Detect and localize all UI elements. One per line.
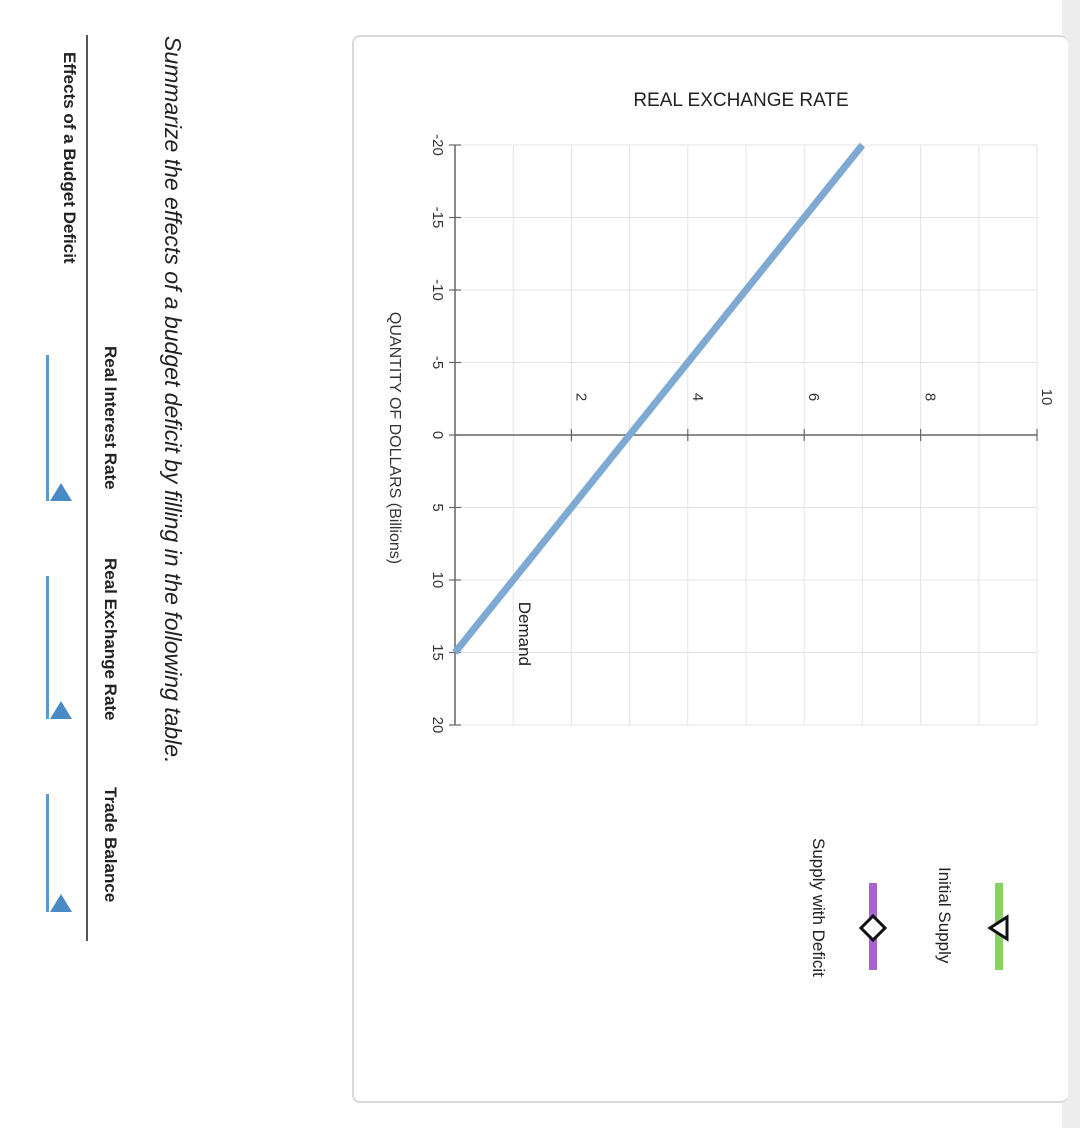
- column-label-real-exchange-rate: Real Exchange Rate: [101, 558, 120, 721]
- y-tick-label: 4: [689, 393, 706, 401]
- legend-label: Supply with Deficit: [809, 838, 828, 977]
- x-tick-label: 0: [429, 431, 446, 439]
- trade-balance-dropdown[interactable]: [46, 794, 72, 912]
- chart-title: REAL EXCHANGE RATE: [633, 90, 848, 111]
- x-tick-label: 5: [429, 503, 446, 511]
- dropdown-arrow-icon: [50, 894, 72, 912]
- x-tick-label: -20: [429, 134, 446, 156]
- chart-legend: Initial Supply Supply with Deficit: [809, 838, 1009, 977]
- demand-curve-label: Demand: [515, 602, 534, 666]
- x-tick-label: 20: [429, 717, 446, 734]
- column-label-trade-balance: Trade Balance: [101, 787, 120, 903]
- y-tick-label: 10: [1038, 389, 1055, 406]
- real-interest-rate-dropdown[interactable]: [46, 355, 72, 501]
- dropdown-arrow-icon: [50, 483, 72, 501]
- table-top-rule: [86, 35, 88, 941]
- dropdown-arrow-icon: [50, 701, 72, 719]
- chart-series: [452, 142, 866, 655]
- legend-item[interactable]: Supply with Deficit: [809, 838, 888, 977]
- y-tick-label: 2: [572, 393, 589, 401]
- legend-item[interactable]: Initial Supply: [935, 867, 1009, 970]
- table-header: Effects of a Budget Deficit: [60, 52, 79, 264]
- x-tick-label: 10: [429, 572, 446, 589]
- legend-label: Initial Supply: [935, 867, 954, 964]
- x-tick-label: -10: [429, 279, 446, 301]
- demand-curve: [452, 142, 866, 655]
- instructions-text: Summarize the effects of a budget defici…: [160, 36, 186, 764]
- graph-panel: [352, 35, 1068, 1103]
- y-tick-label: 8: [922, 393, 939, 401]
- x-axis-label: QUANTITY OF DOLLARS (Billions): [386, 312, 403, 564]
- chart-labels: -20 -15 -10 -5 0 5 10 15 20 2 4 6 8 10 REAL EXCHANGE R…: [386, 90, 1055, 733]
- triangle-marker-icon: [987, 914, 1009, 942]
- chart-axes: [449, 144, 1038, 726]
- x-tick-label: 15: [429, 644, 446, 661]
- y-tick-label: 6: [805, 393, 822, 401]
- x-tick-label: -15: [429, 207, 446, 229]
- column-label-real-interest-rate: Real Interest Rate: [101, 346, 120, 490]
- x-tick-label: -5: [429, 356, 446, 369]
- real-exchange-rate-dropdown[interactable]: [46, 576, 72, 719]
- diamond-marker-icon: [858, 913, 888, 943]
